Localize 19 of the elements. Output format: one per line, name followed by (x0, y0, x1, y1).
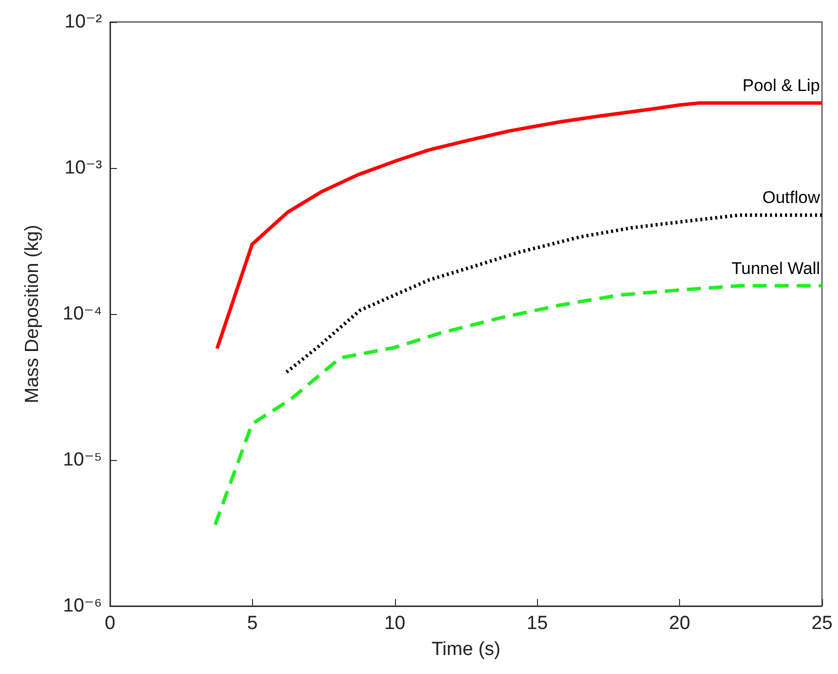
series-label: Outflow (762, 188, 821, 208)
x-tick-label: 20 (669, 613, 690, 634)
y-tick-label: 10⁻⁵ (62, 450, 102, 470)
x-tick-label: 25 (811, 613, 833, 634)
x-tick-label: 10 (384, 613, 406, 634)
x-axis-title: Time (s) (432, 639, 500, 660)
line-series (284, 213, 824, 374)
series-label: Pool & Lip (742, 76, 820, 95)
line-series (213, 284, 824, 527)
y-tick-label: 10⁻⁴ (62, 304, 102, 324)
x-tick-label: 5 (247, 613, 258, 634)
line-series (215, 101, 824, 350)
y-tick-label: 10⁻⁶ (63, 596, 102, 616)
y-axis-title: Mass Deposition (kg) (22, 224, 43, 404)
x-tick-label: 15 (526, 613, 548, 634)
series-label: Tunnel Wall (732, 258, 820, 278)
x-tick-label: 0 (104, 613, 116, 634)
y-tick-label: 10⁻² (64, 12, 102, 32)
y-tick-label: 10⁻³ (64, 158, 102, 178)
